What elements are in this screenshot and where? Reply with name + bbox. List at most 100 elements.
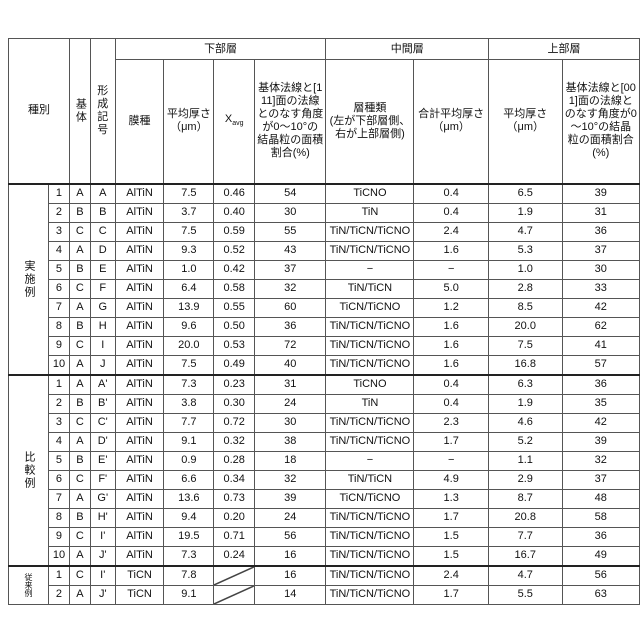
- cell-lower-avg-thickness: 9.6: [164, 317, 214, 336]
- cell-middle-total-thickness: 0.4: [414, 375, 489, 395]
- cell-lower-xavg: 0.72: [214, 413, 255, 432]
- cell-row-number: 8: [49, 508, 70, 527]
- cell-formation-code: H: [90, 317, 115, 336]
- cell-middle-total-thickness: −: [414, 260, 489, 279]
- cell-lower-avg-thickness: 20.0: [164, 336, 214, 355]
- cell-formation-code: D: [90, 241, 115, 260]
- cell-upper-area-ratio: 57: [562, 355, 639, 375]
- cell-lower-xavg: 0.49: [214, 355, 255, 375]
- cell-upper-avg-thickness: 5.3: [488, 241, 562, 260]
- cell-lower-area-ratio: 32: [255, 470, 326, 489]
- cell-upper-area-ratio: 37: [562, 241, 639, 260]
- cell-upper-avg-thickness: 1.1: [488, 451, 562, 470]
- cell-row-number: 7: [49, 489, 70, 508]
- cell-middle-total-thickness: 1.6: [414, 336, 489, 355]
- cell-upper-area-ratio: 39: [562, 432, 639, 451]
- cell-formation-code: H': [90, 508, 115, 527]
- cell-middle-total-thickness: 1.5: [414, 527, 489, 546]
- cell-formation-code: C: [90, 222, 115, 241]
- cell-upper-avg-thickness: 16.8: [488, 355, 562, 375]
- cell-lower-film-type: AlTiN: [115, 527, 164, 546]
- cell-formation-code: C': [90, 413, 115, 432]
- cell-formation-code: F: [90, 279, 115, 298]
- cell-lower-xavg: 0.53: [214, 336, 255, 355]
- cell-row-number: 3: [49, 222, 70, 241]
- cell-substrate: C: [69, 222, 90, 241]
- cell-middle-total-thickness: 2.3: [414, 413, 489, 432]
- cell-upper-area-ratio: 62: [562, 317, 639, 336]
- cell-upper-avg-thickness: 7.7: [488, 527, 562, 546]
- cell-lower-area-ratio: 56: [255, 527, 326, 546]
- cell-upper-avg-thickness: 7.5: [488, 336, 562, 355]
- cell-upper-area-ratio: 48: [562, 489, 639, 508]
- cell-middle-total-thickness: 1.7: [414, 508, 489, 527]
- cell-formation-code: A': [90, 375, 115, 395]
- cell-middle-total-thickness: 2.4: [414, 566, 489, 586]
- cell-middle-total-thickness: 1.2: [414, 298, 489, 317]
- cell-middle-total-thickness: 1.3: [414, 489, 489, 508]
- cell-lower-avg-thickness: 1.0: [164, 260, 214, 279]
- table-row: 9CI'AlTiN19.50.7156TiN/TiCN/TiCNO1.57.73…: [9, 527, 640, 546]
- cell-upper-area-ratio: 33: [562, 279, 639, 298]
- cell-middle-total-thickness: 1.6: [414, 355, 489, 375]
- table-row: 2AJ'TiCN9.114TiN/TiCN/TiCNO1.75.563: [9, 585, 640, 604]
- cell-lower-film-type: AlTiN: [115, 260, 164, 279]
- group-label-text: 実施例: [22, 260, 35, 299]
- cell-formation-code: B': [90, 394, 115, 413]
- cell-lower-film-type: TiCN: [115, 585, 164, 604]
- cell-lower-xavg: 0.42: [214, 260, 255, 279]
- cell-upper-area-ratio: 37: [562, 470, 639, 489]
- table-row: 3CCAlTiN7.50.5955TiN/TiCN/TiCNO2.44.736: [9, 222, 640, 241]
- cell-lower-area-ratio: 40: [255, 355, 326, 375]
- cell-lower-xavg-not-applicable: [214, 566, 255, 586]
- cell-formation-code: G': [90, 489, 115, 508]
- cell-lower-area-ratio: 36: [255, 317, 326, 336]
- cell-upper-avg-thickness: 20.8: [488, 508, 562, 527]
- header-lower-film-type: 膜種: [115, 60, 164, 184]
- cell-middle-total-thickness: 1.7: [414, 585, 489, 604]
- cell-lower-film-type: AlTiN: [115, 279, 164, 298]
- cell-upper-avg-thickness: 6.5: [488, 184, 562, 204]
- header-middle-layer: 中間層: [326, 39, 489, 60]
- cell-middle-layer-type: TiN/TiCN/TiCNO: [326, 527, 414, 546]
- cell-middle-total-thickness: 5.0: [414, 279, 489, 298]
- cell-lower-area-ratio: 39: [255, 489, 326, 508]
- cell-middle-layer-type: TiN/TiCN/TiCNO: [326, 317, 414, 336]
- cell-substrate: C: [69, 566, 90, 586]
- cell-row-number: 9: [49, 527, 70, 546]
- cell-lower-avg-thickness: 6.4: [164, 279, 214, 298]
- cell-formation-code: J': [90, 585, 115, 604]
- cell-lower-film-type: AlTiN: [115, 489, 164, 508]
- cell-middle-layer-type: TiN/TiCN: [326, 279, 414, 298]
- cell-lower-avg-thickness: 7.8: [164, 566, 214, 586]
- cell-substrate: C: [69, 336, 90, 355]
- cell-lower-xavg: 0.30: [214, 394, 255, 413]
- table-row: 2BB'AlTiN3.80.3024TiN0.41.935: [9, 394, 640, 413]
- cell-substrate: A: [69, 432, 90, 451]
- cell-lower-area-ratio: 43: [255, 241, 326, 260]
- cell-lower-film-type: AlTiN: [115, 184, 164, 204]
- cell-lower-film-type: AlTiN: [115, 375, 164, 395]
- cell-lower-avg-thickness: 3.8: [164, 394, 214, 413]
- cell-middle-layer-type: TiN: [326, 394, 414, 413]
- cell-upper-area-ratio: 36: [562, 375, 639, 395]
- header-formation-code: 形 成 記 号: [90, 39, 115, 184]
- cell-row-number: 9: [49, 336, 70, 355]
- cell-lower-avg-thickness: 7.3: [164, 546, 214, 566]
- cell-middle-layer-type: TiN/TiCN/TiCNO: [326, 355, 414, 375]
- cell-formation-code: I': [90, 566, 115, 586]
- cell-substrate: B: [69, 394, 90, 413]
- results-table: 種別 基体 形 成 記 号 下部層 中間層 上部層 膜種 平均厚さ （μm） X…: [8, 38, 640, 605]
- cell-upper-avg-thickness: 1.9: [488, 203, 562, 222]
- cell-lower-avg-thickness: 9.3: [164, 241, 214, 260]
- cell-middle-layer-type: TiN/TiCN/TiCNO: [326, 241, 414, 260]
- cell-lower-xavg: 0.40: [214, 203, 255, 222]
- cell-row-number: 8: [49, 317, 70, 336]
- cell-lower-avg-thickness: 13.6: [164, 489, 214, 508]
- cell-formation-code: E: [90, 260, 115, 279]
- table-row: 比較例1AA'AlTiN7.30.2331TiCNO0.46.336: [9, 375, 640, 395]
- table-row: 5BE'AlTiN0.90.2818−−1.132: [9, 451, 640, 470]
- cell-lower-xavg: 0.55: [214, 298, 255, 317]
- cell-lower-avg-thickness: 13.9: [164, 298, 214, 317]
- cell-formation-code: J': [90, 546, 115, 566]
